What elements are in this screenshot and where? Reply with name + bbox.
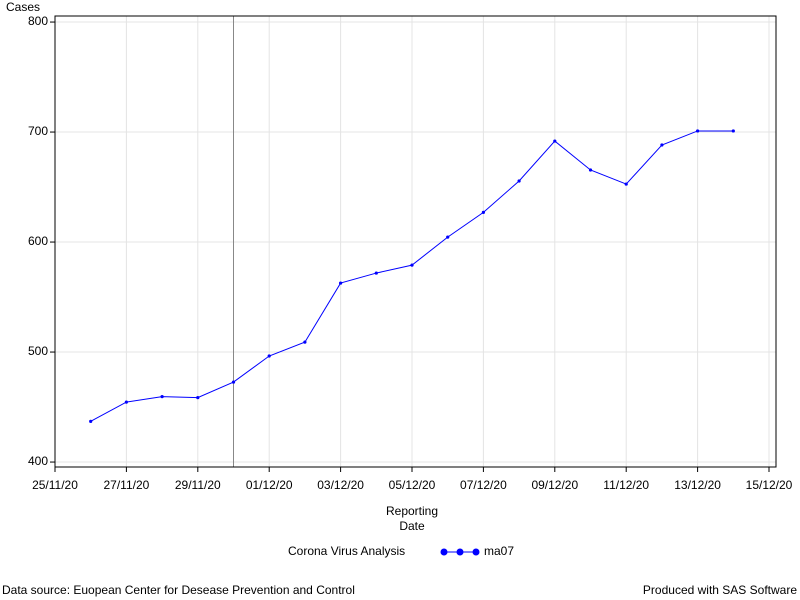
data-point: [517, 179, 521, 183]
x-tick-label: 11/12/20: [603, 478, 649, 492]
data-point: [660, 143, 664, 147]
legend-swatch-marker: [472, 548, 480, 556]
data-point: [374, 271, 378, 275]
x-tick-label: 13/12/20: [674, 478, 721, 492]
y-tick-label: 700: [28, 124, 48, 138]
data-point: [696, 129, 700, 133]
y-tick-label: 800: [28, 14, 48, 28]
legend-title: Corona Virus Analysis: [288, 544, 405, 558]
y-axis-label: Cases: [6, 0, 40, 14]
legend-swatch-marker: [440, 548, 448, 556]
x-tick-label: 01/12/20: [246, 478, 293, 492]
data-point: [89, 419, 93, 423]
data-point: [196, 395, 200, 400]
data-point: [553, 139, 557, 143]
legend-label: ma07: [484, 544, 514, 558]
footnote-right: Produced with SAS Software: [643, 583, 797, 597]
data-point: [731, 129, 735, 133]
data-point: [410, 263, 414, 267]
footnote-left: Data source: Euopean Center for Desease …: [2, 583, 355, 597]
x-tick-label: 15/12/20: [746, 478, 793, 492]
x-tick-label: 05/12/20: [389, 478, 436, 492]
x-tick-label: 07/12/20: [460, 478, 507, 492]
data-point: [303, 340, 307, 344]
data-point: [624, 182, 628, 186]
data-point: [160, 395, 164, 399]
x-tick-label: 27/11/20: [103, 478, 149, 492]
data-point: [588, 168, 593, 172]
x-axis-label: Reporting Date: [385, 504, 439, 533]
plot-frame: [54, 15, 777, 468]
y-tick-label: 600: [28, 234, 48, 248]
data-point: [446, 235, 450, 239]
data-point: [339, 281, 343, 285]
x-tick-label: 25/11/20: [32, 478, 78, 492]
x-tick-label: 09/12/20: [531, 478, 578, 492]
legend-swatch-marker: [456, 548, 464, 556]
y-tick-label: 500: [28, 344, 48, 358]
y-tick-label: 400: [28, 454, 48, 468]
data-point: [267, 354, 271, 358]
data-point: [231, 380, 236, 384]
data-point: [124, 400, 128, 404]
x-tick-label: 03/12/20: [317, 478, 364, 492]
x-tick-label: 29/11/20: [175, 478, 221, 492]
data-point: [481, 210, 485, 214]
